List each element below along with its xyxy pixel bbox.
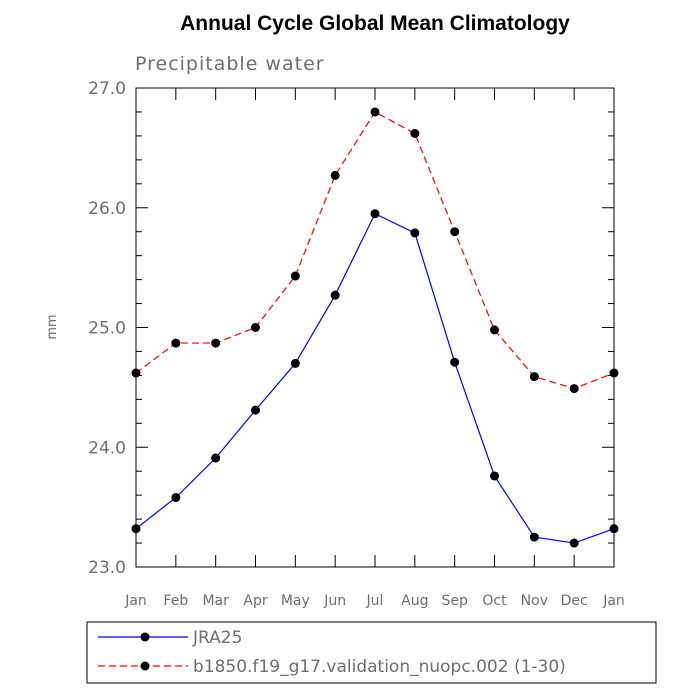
x-tick-label: Jul	[366, 593, 384, 609]
legend-swatch-marker	[140, 632, 150, 642]
data-point	[370, 107, 380, 117]
legend-box	[86, 621, 657, 684]
x-tick-label: Nov	[521, 593, 548, 609]
legend-entry-label: b1850.f19_g17.validation_nuopc.002 (1-30…	[193, 657, 566, 677]
x-tick-label: Feb	[163, 593, 188, 609]
x-tick-label: Jan	[602, 593, 625, 609]
y-tick-label: 23.0	[88, 558, 126, 578]
data-point	[251, 323, 260, 332]
legend-swatch-marker	[140, 661, 150, 671]
y-tick-label: 24.0	[88, 438, 126, 458]
data-point	[450, 357, 460, 367]
data-point	[330, 290, 340, 300]
series-group	[131, 107, 619, 548]
data-point	[251, 405, 260, 415]
data-point	[609, 368, 619, 378]
x-tick-label: Apr	[243, 593, 267, 609]
data-point	[609, 524, 619, 534]
x-tick-label: Jun	[323, 593, 346, 609]
x-tick-label: May	[281, 593, 310, 609]
data-point	[569, 384, 579, 394]
legend: JRA25 b1850.f19_g17.validation_nuopc.002 …	[86, 621, 657, 684]
data-point	[569, 538, 579, 548]
x-tick-label: Jan	[124, 593, 147, 609]
data-point	[211, 338, 221, 348]
legend-entry-label: JRA25	[192, 628, 242, 648]
chart-subtitle: Precipitable water	[135, 53, 325, 75]
data-point	[410, 228, 420, 238]
data-point	[490, 325, 499, 335]
y-tick-label: 27.0	[88, 79, 126, 99]
data-point	[290, 271, 300, 281]
data-point	[330, 170, 340, 180]
data-point	[410, 129, 420, 139]
series-2	[131, 107, 619, 394]
y-tick-label: 25.0	[88, 319, 126, 339]
data-point	[131, 524, 141, 534]
x-tick-label: Dec	[561, 593, 588, 609]
data-point	[290, 358, 300, 368]
x-tick-label: Oct	[482, 593, 507, 609]
data-point	[529, 532, 539, 542]
data-point	[171, 493, 181, 503]
series-1	[131, 209, 619, 548]
plot-frame	[135, 87, 615, 568]
data-point	[131, 368, 141, 378]
data-point	[370, 209, 380, 219]
chart-title: Annual Cycle Global Mean Climatology	[180, 12, 570, 35]
x-tick-label: Aug	[401, 593, 428, 609]
x-tick-label: Mar	[202, 593, 229, 609]
data-point	[171, 338, 181, 348]
axes: 23.0 24.0 25.0 26.0 27.0 Jan Feb Mar Apr May Jun Ju…	[88, 79, 625, 609]
data-point	[490, 471, 499, 481]
y-axis-label: mm	[45, 314, 60, 339]
data-point	[450, 227, 460, 237]
data-point	[529, 372, 539, 382]
y-tick-label: 26.0	[88, 199, 126, 219]
x-tick-label: Sep	[441, 593, 468, 609]
series-line	[135, 111, 615, 390]
data-point	[211, 453, 221, 463]
